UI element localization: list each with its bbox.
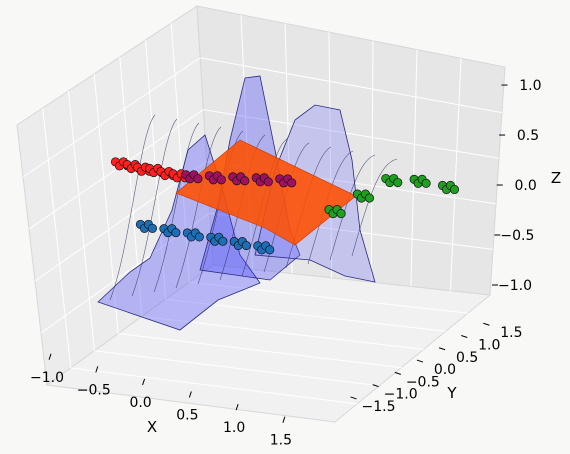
mesh-line xyxy=(131,118,178,297)
gridline xyxy=(67,90,95,351)
z-tick-label: 0.0 xyxy=(514,178,536,194)
y-tick xyxy=(461,335,468,338)
z-tick-label: 1.0 xyxy=(519,78,541,94)
x-tick-label: 1.0 xyxy=(223,420,245,436)
scatter-points xyxy=(110,157,460,255)
gridline xyxy=(410,49,418,287)
y-tick xyxy=(483,322,490,326)
x-tick xyxy=(95,366,99,373)
gridline xyxy=(40,212,211,334)
scatter-point xyxy=(263,177,273,187)
scatter-point xyxy=(393,177,403,188)
y-tick xyxy=(438,347,446,351)
scatter-point xyxy=(194,232,204,242)
x-tick-label: −0.5 xyxy=(77,382,111,398)
y-tick-label: 0.0 xyxy=(434,362,456,378)
gridline xyxy=(70,367,358,405)
gridline xyxy=(200,57,503,114)
y-tick-label: −1.0 xyxy=(384,387,418,403)
y-tick-label: 1.5 xyxy=(500,325,522,341)
floor-pane xyxy=(45,264,492,423)
gridline xyxy=(141,315,424,350)
z-tick-label: −0.5 xyxy=(500,228,534,244)
x-tick xyxy=(235,403,239,411)
mesh-line xyxy=(351,158,398,257)
gridline xyxy=(370,40,374,283)
scatter-point xyxy=(147,223,157,233)
x-tick xyxy=(48,353,52,360)
x-tick xyxy=(282,416,286,423)
z-axis-label: Z xyxy=(551,169,561,187)
y-tick-label: 1.0 xyxy=(478,338,500,354)
y-tick-label: −1.5 xyxy=(362,399,396,415)
x-tick xyxy=(188,391,192,398)
scatter-point xyxy=(449,184,460,195)
x-ticks: −1.0 −0.5 0.0 0.5 1.0 1.5 xyxy=(30,353,292,449)
scatter-point xyxy=(240,176,250,186)
y-tick-label: 0.5 xyxy=(456,350,478,366)
gridline xyxy=(118,333,402,369)
scatter-point xyxy=(364,193,374,203)
y-ticks: −1.5−1.0−0.50.00.51.01.5 xyxy=(350,322,523,415)
scatter-point xyxy=(265,245,275,255)
gridline xyxy=(119,56,143,317)
y-tick xyxy=(372,384,379,388)
scatter-point xyxy=(171,228,181,238)
x-tick xyxy=(142,378,146,386)
y-tick-label: −0.5 xyxy=(406,374,440,390)
gridline xyxy=(28,109,204,230)
gridline xyxy=(93,73,119,334)
scatter-point xyxy=(218,236,228,246)
y-tick xyxy=(394,371,401,375)
scatter-point xyxy=(421,178,431,188)
z-tick-label: 0.5 xyxy=(517,128,539,144)
gridline xyxy=(170,22,190,283)
scatter-point xyxy=(241,241,251,251)
y-tick xyxy=(350,396,357,400)
surface-plane xyxy=(175,139,357,246)
gridline xyxy=(449,58,462,291)
z-tick-label: −1.0 xyxy=(498,278,532,294)
x-tick-label: 0.0 xyxy=(129,395,151,411)
y-tick xyxy=(416,359,424,363)
x-axis-label: X xyxy=(147,418,157,436)
gridline xyxy=(240,14,254,270)
gridline xyxy=(189,281,468,314)
x-tick-label: 1.5 xyxy=(270,433,292,449)
scatter-point xyxy=(287,178,297,188)
y-axis-label: Y xyxy=(446,384,457,402)
mesh-line xyxy=(307,150,354,265)
gridline xyxy=(203,109,500,159)
gridline xyxy=(328,32,333,278)
gridline xyxy=(94,350,380,387)
z-ticks: −1.0 −0.5 0.0 0.5 1.0 xyxy=(492,78,542,294)
gridline xyxy=(42,107,72,368)
scatter-point xyxy=(336,209,346,219)
mesh-line xyxy=(329,154,376,261)
scatter-point xyxy=(193,174,203,184)
x-tick-label: 0.5 xyxy=(176,408,198,424)
scatter-point xyxy=(216,175,226,185)
gridline xyxy=(22,57,201,178)
x-tick-label: −1.0 xyxy=(30,370,64,386)
mesh-line xyxy=(109,114,156,301)
